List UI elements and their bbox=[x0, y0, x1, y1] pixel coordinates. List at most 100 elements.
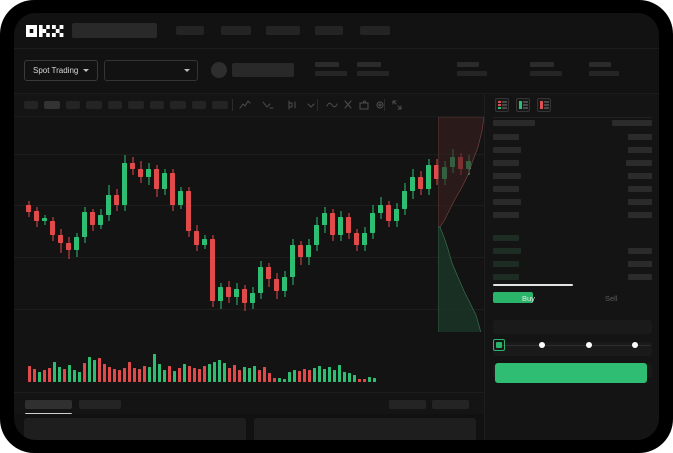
trend-down-icon[interactable] bbox=[262, 99, 274, 111]
candlestick-chart[interactable] bbox=[14, 117, 484, 332]
market-type-selector[interactable]: Spot Trading bbox=[24, 60, 99, 81]
nav-item-1[interactable] bbox=[176, 26, 204, 35]
candle bbox=[170, 169, 175, 211]
camera-icon[interactable] bbox=[358, 99, 370, 111]
volume-bar bbox=[193, 368, 196, 382]
market-type-label: Spot Trading bbox=[33, 66, 79, 75]
volume-bar bbox=[48, 368, 51, 382]
volume-bar bbox=[123, 368, 126, 382]
volume-bar bbox=[93, 360, 96, 382]
nav-item-5[interactable] bbox=[360, 26, 390, 35]
volume-bar bbox=[318, 366, 321, 382]
app-screen: Spot Trading bbox=[14, 13, 659, 440]
chart-action-1[interactable] bbox=[389, 400, 426, 409]
chart-action-2[interactable] bbox=[432, 400, 469, 409]
volume-bar bbox=[343, 372, 346, 382]
bottom-card-left[interactable] bbox=[24, 418, 246, 440]
volume-bar bbox=[238, 370, 241, 382]
orderbook-best-price bbox=[493, 292, 533, 303]
chart-bottom-tabs bbox=[14, 392, 484, 415]
settings-gear-icon[interactable] bbox=[374, 99, 386, 111]
candle-type-icon[interactable] bbox=[286, 99, 298, 111]
stat-2 bbox=[357, 62, 389, 76]
step-1[interactable] bbox=[493, 339, 505, 351]
volume-bar bbox=[153, 354, 156, 382]
volume-bar bbox=[63, 369, 66, 382]
trading-pair-select[interactable] bbox=[104, 60, 198, 81]
volume-bar bbox=[273, 378, 276, 382]
orderbook-mode-buy-icon[interactable] bbox=[516, 98, 530, 112]
volume-bar bbox=[168, 366, 171, 382]
orderbook-ask-amount bbox=[628, 186, 652, 192]
okx-logo[interactable] bbox=[26, 25, 64, 37]
magnet-icon[interactable] bbox=[342, 99, 354, 111]
nav-item-3[interactable] bbox=[266, 26, 300, 35]
toolbar-chip-4[interactable] bbox=[86, 101, 102, 109]
candle bbox=[362, 227, 367, 251]
tab-sell-label: Sell bbox=[605, 294, 618, 303]
search-input[interactable] bbox=[72, 23, 157, 38]
nav-item-2[interactable] bbox=[221, 26, 251, 35]
candle bbox=[434, 159, 439, 185]
candle bbox=[178, 187, 183, 209]
candle bbox=[282, 271, 287, 297]
line-chart-icon[interactable] bbox=[239, 99, 251, 111]
orderbook-ask-row bbox=[493, 199, 521, 205]
stepper-rail bbox=[498, 345, 650, 346]
candle bbox=[194, 225, 199, 251]
orderbook-bid-amount bbox=[628, 261, 652, 267]
order-type-field[interactable] bbox=[493, 320, 652, 334]
fullscreen-icon[interactable] bbox=[391, 99, 403, 111]
step-3[interactable] bbox=[586, 342, 592, 348]
active-tab-underline bbox=[25, 413, 72, 415]
volume-bar bbox=[118, 370, 121, 382]
toolbar-chip-3[interactable] bbox=[66, 101, 80, 109]
volume-bar bbox=[338, 365, 341, 382]
volume-bar bbox=[288, 372, 291, 382]
toolbar-chip-7[interactable] bbox=[150, 101, 164, 109]
volume-bar bbox=[323, 369, 326, 382]
candle bbox=[386, 201, 391, 227]
volume-bar bbox=[373, 378, 376, 382]
volume-bar bbox=[228, 368, 231, 382]
indicator-wave-icon[interactable] bbox=[326, 99, 338, 111]
orderbook-ask-row bbox=[493, 160, 519, 166]
toolbar-chip-9[interactable] bbox=[192, 101, 206, 109]
orderbook-mode-both-icon[interactable] bbox=[495, 98, 509, 112]
candle bbox=[26, 201, 31, 217]
orderbook-mode-sell-icon[interactable] bbox=[537, 98, 551, 112]
chart-tab-1[interactable] bbox=[25, 400, 72, 409]
volume-bar bbox=[43, 370, 46, 382]
volume-bar bbox=[88, 357, 91, 382]
toolbar-chip-5[interactable] bbox=[108, 101, 122, 109]
orderbook-bid-row bbox=[493, 274, 519, 280]
volume-bar bbox=[73, 370, 76, 382]
volume-bar bbox=[313, 368, 316, 382]
toolbar-chip-10[interactable] bbox=[212, 101, 228, 109]
volume-bar bbox=[363, 379, 366, 382]
nav-item-4[interactable] bbox=[315, 26, 343, 35]
volume-bar bbox=[83, 363, 86, 382]
chevron-down-icon bbox=[83, 69, 90, 72]
toolbar-chip-6[interactable] bbox=[128, 101, 144, 109]
orderbook-divider bbox=[493, 117, 652, 118]
candle bbox=[274, 273, 279, 299]
volume-bar bbox=[183, 364, 186, 382]
toolbar-chip-8[interactable] bbox=[170, 101, 186, 109]
volume-chart bbox=[14, 332, 484, 392]
volume-bar bbox=[213, 362, 216, 382]
bottom-card-right[interactable] bbox=[254, 418, 476, 440]
toolbar-chip-2[interactable] bbox=[44, 101, 60, 109]
orderbook-ask-amount bbox=[628, 134, 652, 140]
step-4[interactable] bbox=[632, 342, 638, 348]
primary-cta-button[interactable] bbox=[495, 363, 647, 383]
volume-bar bbox=[143, 366, 146, 382]
step-2[interactable] bbox=[539, 342, 545, 348]
chevron-down-icon[interactable] bbox=[305, 99, 317, 111]
volume-bar bbox=[263, 367, 266, 382]
tab-buy[interactable]: Buy bbox=[522, 294, 535, 303]
volume-bar bbox=[98, 358, 101, 382]
toolbar-chip-1[interactable] bbox=[24, 101, 38, 109]
tab-sell[interactable]: Sell bbox=[605, 294, 618, 303]
chart-tab-2[interactable] bbox=[79, 400, 121, 409]
